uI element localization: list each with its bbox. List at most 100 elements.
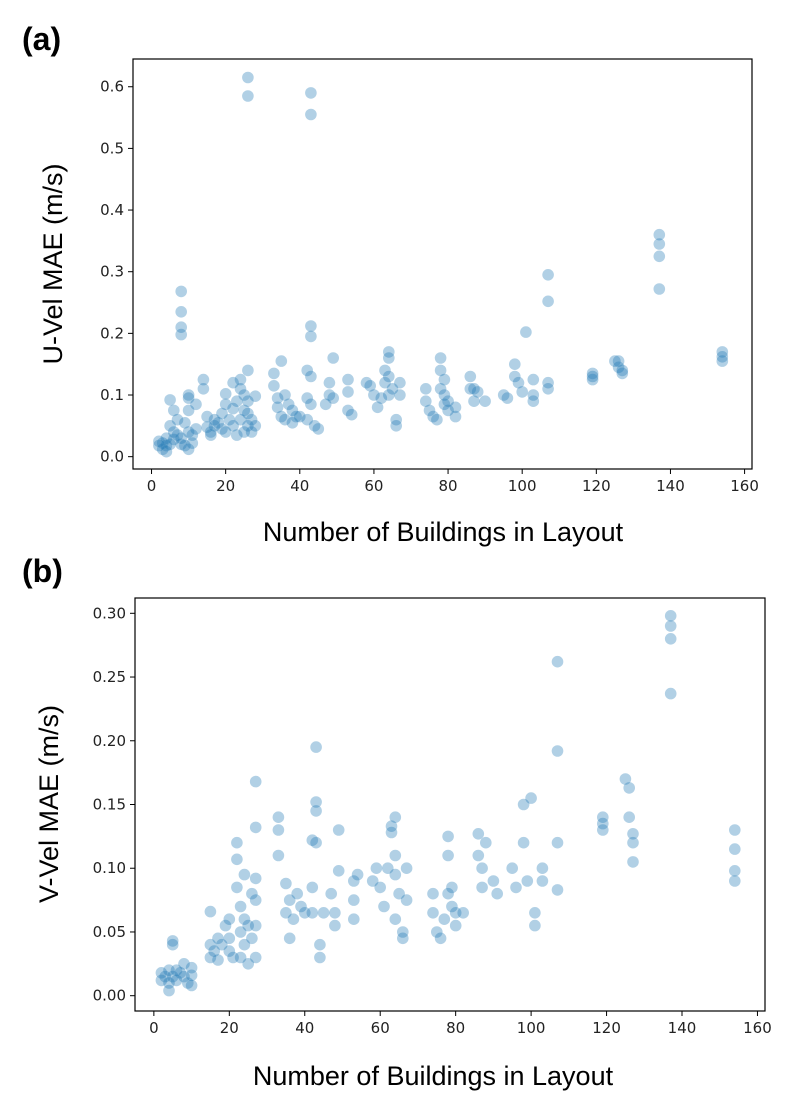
panel-a-data-point	[245, 413, 258, 426]
panel-a-data-point	[323, 389, 336, 401]
panel-b-data-point	[427, 907, 439, 919]
panel-b-data-point	[163, 984, 175, 997]
panel-b-y-tick-label: 0.20	[93, 732, 126, 750]
panel-b-data-point	[449, 919, 462, 932]
panel-b-data-point	[208, 945, 220, 957]
panel-b-y-axis-label: V-Vel MAE (m/s)	[34, 705, 64, 903]
panel-a-data-point	[186, 429, 199, 441]
panel-b-data-point	[249, 821, 262, 834]
panel-b-data-point	[238, 938, 251, 951]
panel-a-data-point	[182, 404, 195, 417]
panel-a-data-point	[390, 413, 403, 426]
panel-b-data-point	[431, 926, 443, 938]
panel-b-data-point	[249, 951, 262, 964]
panel-b-x-tick-label: 160	[743, 1019, 772, 1037]
panel-b-data-point	[597, 817, 609, 830]
panel-a-data-point	[168, 404, 180, 417]
panel-b-x-tick-label: 40	[295, 1019, 314, 1037]
panel-a-data-point	[164, 394, 176, 406]
panel-a-data-point	[390, 420, 403, 432]
panel-b-data-point	[166, 938, 179, 951]
panel-a-data-point	[379, 376, 391, 389]
panel-b-data-point	[295, 900, 307, 913]
panel-a-data-point	[716, 351, 729, 363]
panel-a-data-point	[279, 413, 291, 426]
panel-a-data-point	[245, 426, 258, 438]
panel-a-data-point	[290, 410, 302, 423]
panel-a-data-point	[653, 238, 666, 250]
panel-b-data-point	[476, 881, 488, 894]
panel-b-data-point	[400, 894, 413, 906]
panel-a-data-point	[449, 401, 462, 414]
panel-a-x-tick-label: 120	[582, 477, 611, 495]
panel-a-x-tick-label: 140	[656, 477, 685, 495]
panel-b-data-point	[310, 805, 322, 817]
panel-a-data-point	[238, 404, 250, 417]
panel-b-x-axis-label: Number of Buildings in Layout	[253, 1061, 614, 1091]
panel-b-x-tick-label: 100	[517, 1019, 546, 1037]
panel-b: (b) 0 20 40 60 80 100 120 140 160 0.000.050.100.…	[22, 553, 772, 1091]
panel-a-data-point	[156, 437, 169, 449]
panel-b-data-point	[204, 905, 217, 918]
panel-a-data-point	[205, 426, 217, 438]
panel-b-y-tick-label: 0.00	[93, 987, 126, 1005]
panel-a-data-point	[420, 383, 432, 395]
panel-b-data-point	[306, 907, 319, 919]
panel-a-data-point	[497, 389, 510, 401]
panel-b-data-point	[212, 954, 224, 966]
panel-a-data-point	[586, 373, 599, 386]
panel-b-data-point	[729, 843, 741, 855]
panel-b-data-point	[314, 938, 326, 951]
panel-b-data-point	[249, 894, 262, 906]
panel-b-data-point	[223, 945, 236, 957]
panel-a-y-axis: 0.0 0.1 0.2 0.3 0.4 0.5 0.6	[100, 78, 133, 466]
panel-a-data-point	[219, 426, 232, 438]
panel-b-data-point	[227, 951, 239, 964]
panel-b-data-point	[166, 970, 179, 983]
panel-b-data-point	[529, 907, 541, 919]
panel-a-data-point	[342, 373, 354, 386]
panel-b-data-point	[329, 907, 341, 919]
panel-a-y-tick-label: 0.5	[100, 139, 124, 157]
panel-b-data-point	[536, 875, 549, 887]
panel-b-data-point	[438, 913, 451, 925]
panel-b-data-point	[242, 958, 254, 970]
panel-a-data-point	[227, 402, 239, 415]
panel-b-data-point	[231, 836, 243, 849]
panel-b-data-point	[382, 862, 394, 874]
panel-a-data-point	[327, 392, 340, 404]
panel-a-data-point	[153, 435, 165, 448]
panel-a-data-point	[249, 390, 262, 403]
panel-a-data-point	[383, 370, 395, 383]
panel-a-data-point	[182, 389, 195, 401]
panel-b-data-point	[506, 862, 518, 874]
panel-b-data-point	[310, 741, 322, 753]
panel-a-data-point	[179, 439, 191, 452]
panel-b-data-point	[664, 610, 677, 622]
panel-a-data-point	[242, 420, 254, 432]
panel-b-data-point	[385, 820, 398, 832]
panel-a-y-tick-label: 0.3	[100, 263, 124, 281]
panel-a-data-point	[386, 383, 399, 395]
panel-a-data-point	[427, 410, 440, 423]
panel-b-points	[155, 610, 741, 997]
panel-b-data-point	[280, 907, 292, 919]
panel-b-data-point	[664, 687, 677, 700]
panel-a-data-point	[242, 395, 254, 408]
panel-b-data-point	[370, 862, 383, 874]
panel-a-data-point	[242, 71, 254, 84]
panel-b-data-point	[480, 836, 492, 849]
panel-a-data-point	[394, 389, 406, 401]
panel-a-data-point	[282, 398, 295, 411]
panel-a-data-point	[438, 373, 451, 386]
panel-b-x-tick-label: 140	[668, 1019, 697, 1037]
panel-a-y-tick-label: 0.4	[100, 201, 124, 219]
panel-b-data-point	[442, 830, 454, 843]
panel-a-data-point	[175, 328, 187, 341]
panel-b-data-point	[378, 900, 390, 913]
panel-b-data-point	[374, 881, 387, 894]
panel-b-data-point	[170, 974, 183, 987]
panel-b-data-point	[442, 849, 454, 862]
panel-a-data-point	[275, 410, 288, 423]
